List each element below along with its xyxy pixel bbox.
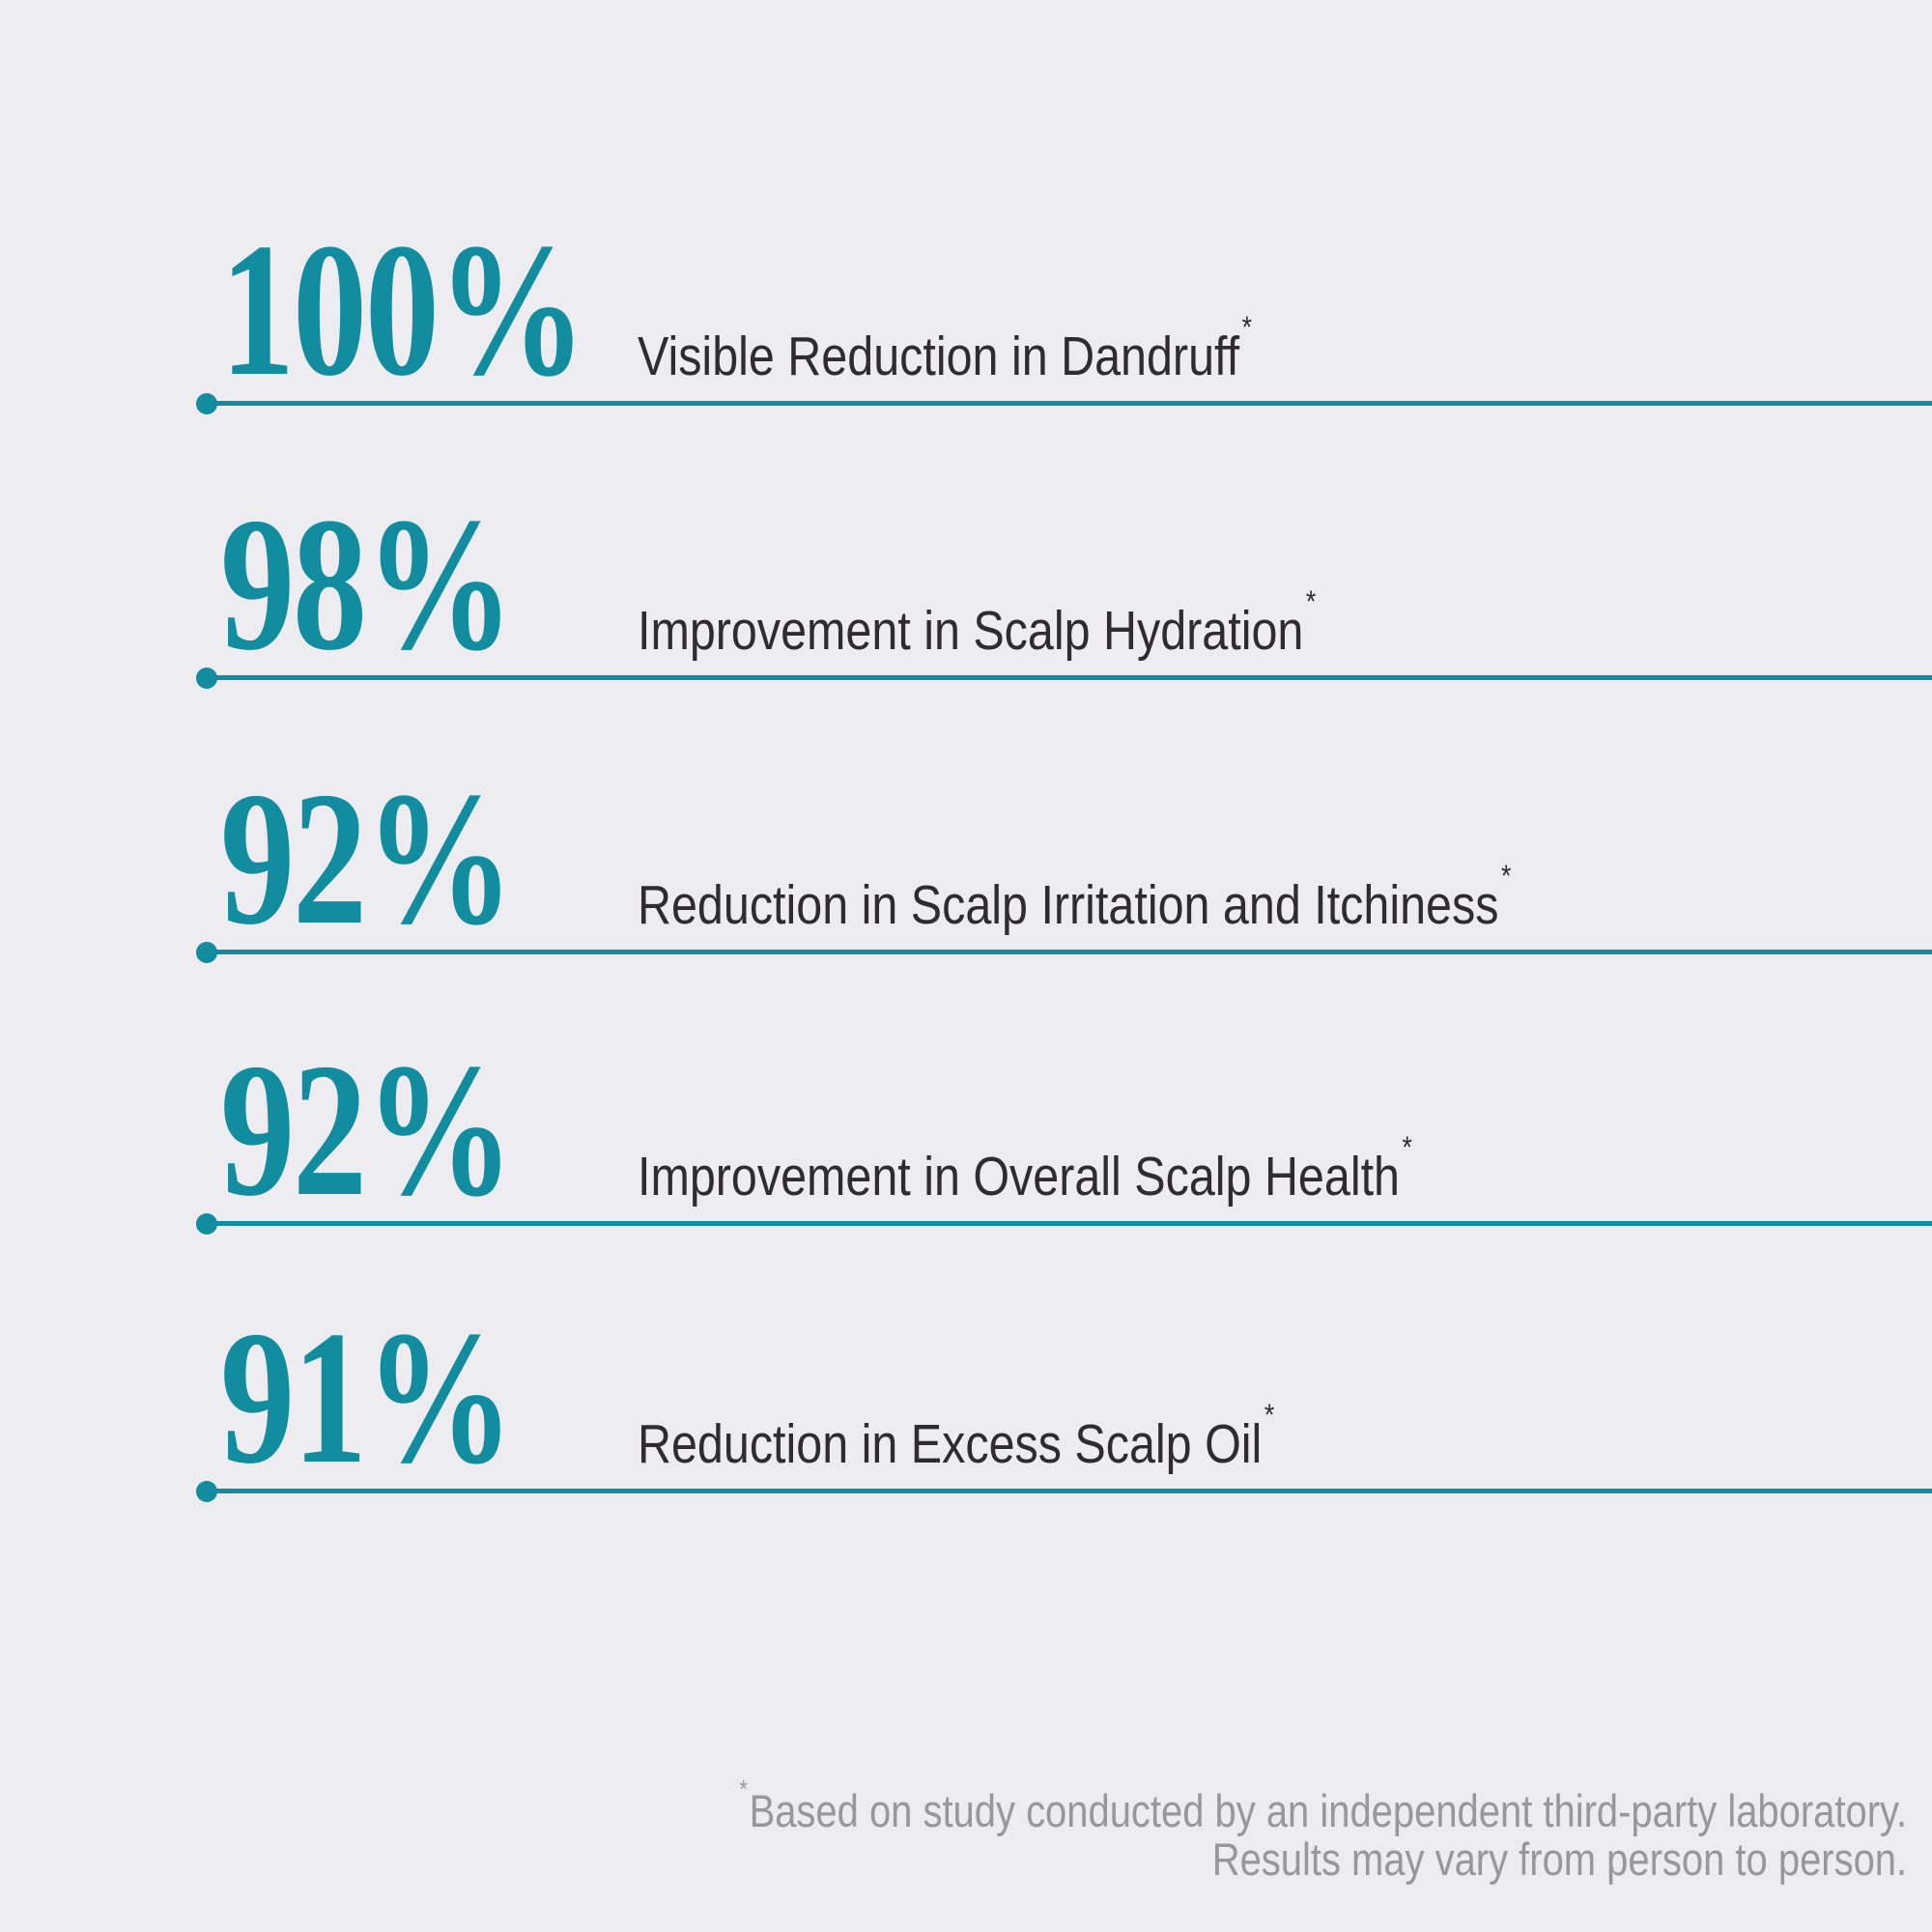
divider-line xyxy=(196,1480,1932,1502)
stat-label-text: Improvement in Overall Scalp Health xyxy=(638,1146,1400,1208)
footnote-marker: * xyxy=(1241,310,1252,345)
disclaimer-text-1: Based on study conducted by an independe… xyxy=(749,1785,1907,1836)
line-end-dot xyxy=(196,1480,217,1502)
divider-line xyxy=(196,667,1932,689)
stat-value: 91% xyxy=(220,1291,514,1503)
line-end-dot xyxy=(196,667,217,689)
divider-line xyxy=(196,1212,1932,1235)
stat-value: 100% xyxy=(220,203,586,415)
footnote-marker: * xyxy=(1500,859,1512,894)
stat-label-text: Reduction in Excess Scalp Oil xyxy=(638,1413,1263,1475)
stat-label: Reduction in Excess Scalp Oil* xyxy=(638,1400,1274,1472)
disclaimer-line-1: *Based on study conducted by an independ… xyxy=(739,1777,1907,1836)
stat-label: Improvement in Scalp Hydration* xyxy=(638,586,1316,659)
stat-value: 92% xyxy=(220,1023,514,1236)
divider-line xyxy=(196,392,1932,414)
stat-label: Visible Reduction in Dandruff* xyxy=(638,312,1252,387)
stat-label-text: Visible Reduction in Dandruff xyxy=(638,326,1240,387)
disclaimer: *Based on study conducted by an independ… xyxy=(739,1777,1907,1885)
stat-label: Reduction in Scalp Irritation and Itchin… xyxy=(638,861,1511,933)
stat-label-text: Reduction in Scalp Irritation and Itchin… xyxy=(638,874,1499,936)
stat-label: Improvement in Overall Scalp Health* xyxy=(638,1132,1412,1205)
footnote-marker: * xyxy=(739,1776,748,1804)
footnote-marker: * xyxy=(1402,1130,1412,1165)
line-end-dot xyxy=(196,392,217,414)
divider-line xyxy=(196,941,1932,963)
stat-label-text: Improvement in Scalp Hydration xyxy=(638,600,1304,662)
stat-row-scalp-oil: 91% Reduction in Excess Scalp Oil* xyxy=(0,1262,1932,1503)
stat-row-irritation: 92% Reduction in Scalp Irritation and It… xyxy=(0,723,1932,964)
line-end-dot xyxy=(196,1212,217,1235)
footnote-marker: * xyxy=(1264,1398,1275,1433)
stat-value: 98% xyxy=(220,477,514,690)
line-end-dot xyxy=(196,941,217,963)
stat-value: 92% xyxy=(220,752,514,964)
stat-row-hydration: 98% Improvement in Scalp Hydration* xyxy=(0,448,1932,690)
disclaimer-text-2: Results may vary from person to person. xyxy=(1211,1833,1907,1885)
footnote-marker: * xyxy=(1305,584,1317,619)
disclaimer-line-2: Results may vary from person to person. xyxy=(739,1836,1907,1882)
stat-row-scalp-health: 92% Improvement in Overall Scalp Health* xyxy=(0,994,1932,1236)
stat-row-dandruff: 100% Visible Reduction in Dandruff* xyxy=(0,174,1932,415)
